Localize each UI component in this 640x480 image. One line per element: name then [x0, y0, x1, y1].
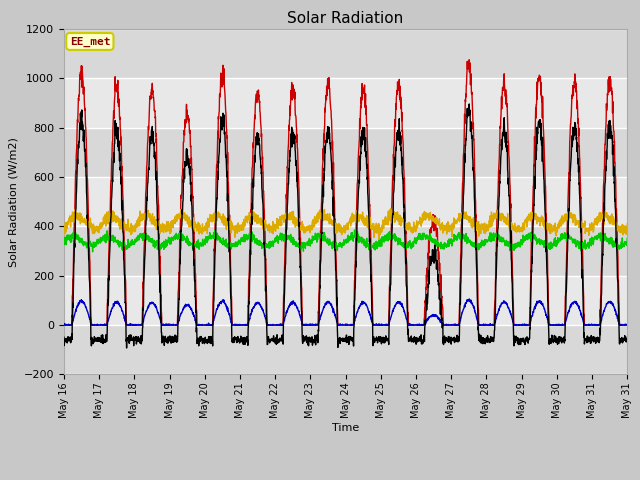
Bar: [64, 128, 627, 177]
X-axis label: Time: Time: [332, 423, 359, 433]
Bar: [64, 276, 627, 325]
Bar: [64, 29, 627, 78]
Bar: [64, 177, 627, 226]
Bar: [64, 78, 627, 128]
Y-axis label: Solar Radiation (W/m2): Solar Radiation (W/m2): [8, 137, 18, 266]
Text: EE_met: EE_met: [70, 36, 110, 47]
Title: Solar Radiation: Solar Radiation: [287, 11, 404, 26]
Bar: [64, 226, 627, 276]
Bar: [64, 325, 627, 374]
